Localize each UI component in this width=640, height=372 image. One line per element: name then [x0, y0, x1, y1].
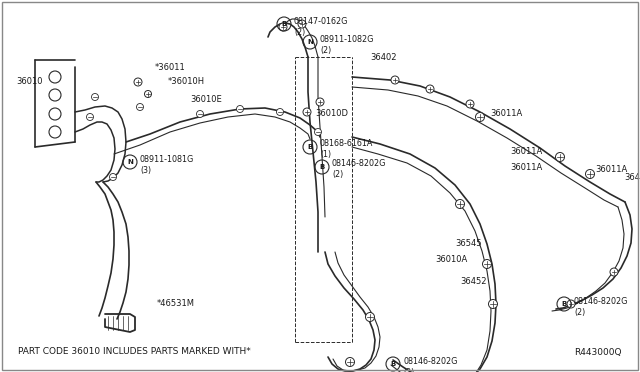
Circle shape: [86, 113, 93, 121]
Circle shape: [298, 20, 306, 28]
Text: (2): (2): [294, 28, 305, 36]
Text: 36010A: 36010A: [435, 254, 467, 263]
Text: PART CODE 36010 INCLUDES PARTS MARKED WITH*: PART CODE 36010 INCLUDES PARTS MARKED WI…: [18, 347, 251, 356]
Text: 36011A: 36011A: [490, 109, 522, 119]
Text: 36010E: 36010E: [190, 94, 221, 103]
Circle shape: [279, 23, 287, 31]
Circle shape: [488, 299, 497, 308]
Text: B: B: [561, 301, 566, 307]
Text: 36402: 36402: [370, 52, 397, 61]
Text: (2): (2): [320, 45, 332, 55]
Text: 36011A: 36011A: [510, 163, 542, 171]
Text: 08146-8202G: 08146-8202G: [574, 296, 628, 305]
Text: B: B: [307, 144, 312, 150]
Circle shape: [92, 93, 99, 100]
Circle shape: [466, 100, 474, 108]
Text: 08146-8202G: 08146-8202G: [403, 356, 458, 366]
Circle shape: [476, 112, 484, 122]
Text: (2): (2): [403, 368, 414, 372]
Circle shape: [426, 85, 434, 93]
Circle shape: [134, 78, 142, 86]
Text: N: N: [307, 39, 313, 45]
Text: (3): (3): [140, 166, 151, 174]
Circle shape: [365, 312, 374, 321]
Text: B: B: [282, 21, 287, 27]
Circle shape: [556, 153, 564, 161]
Circle shape: [303, 108, 311, 116]
Circle shape: [237, 106, 243, 112]
Text: 36010D: 36010D: [315, 109, 348, 119]
Text: N: N: [127, 159, 133, 165]
Text: (2): (2): [574, 308, 585, 317]
Text: (1): (1): [320, 151, 331, 160]
Text: 36452: 36452: [460, 278, 486, 286]
Text: B: B: [390, 361, 396, 367]
Circle shape: [483, 260, 492, 269]
Text: 36451: 36451: [624, 173, 640, 182]
Circle shape: [316, 98, 324, 106]
Text: *36010H: *36010H: [168, 77, 205, 87]
Text: 36010: 36010: [16, 77, 42, 87]
Text: 08147-0162G: 08147-0162G: [294, 16, 348, 26]
Text: 08168-6161A: 08168-6161A: [320, 140, 373, 148]
Circle shape: [567, 300, 575, 308]
Text: R443000Q: R443000Q: [575, 347, 622, 356]
Text: 08911-1082G: 08911-1082G: [320, 35, 374, 44]
Circle shape: [456, 199, 465, 208]
Text: (2): (2): [332, 170, 343, 180]
Text: *46531M: *46531M: [157, 299, 195, 308]
Circle shape: [610, 268, 618, 276]
Circle shape: [145, 90, 152, 97]
Circle shape: [391, 76, 399, 84]
Text: B: B: [319, 164, 324, 170]
Text: 08146-8202G: 08146-8202G: [332, 160, 387, 169]
Circle shape: [276, 109, 284, 115]
Circle shape: [314, 128, 321, 135]
Text: 36011A: 36011A: [510, 148, 542, 157]
Text: 08911-1081G: 08911-1081G: [140, 154, 195, 164]
Circle shape: [586, 170, 595, 179]
Circle shape: [109, 173, 116, 180]
Circle shape: [196, 110, 204, 118]
Circle shape: [346, 357, 355, 366]
Circle shape: [136, 103, 143, 110]
Text: *36011: *36011: [155, 62, 186, 71]
Text: 36011A: 36011A: [595, 164, 627, 173]
Text: 36545: 36545: [455, 240, 481, 248]
